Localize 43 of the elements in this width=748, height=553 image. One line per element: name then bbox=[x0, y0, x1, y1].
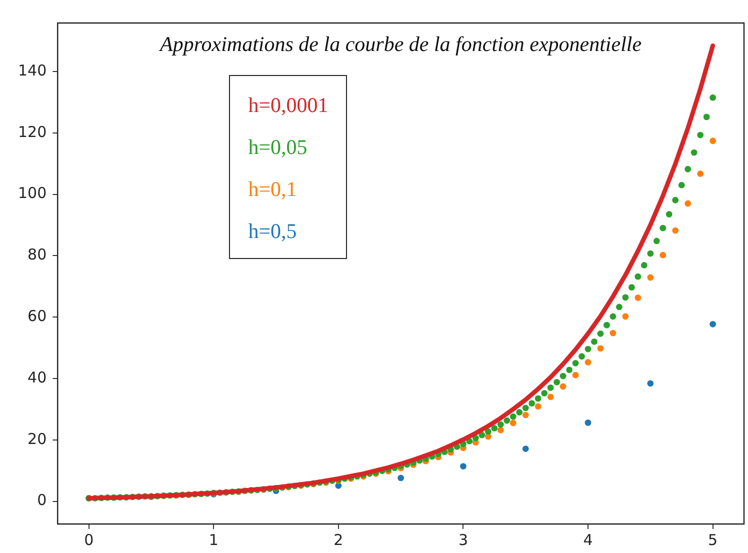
text: h=0,0001 bbox=[248, 92, 328, 119]
point bbox=[684, 200, 692, 207]
point bbox=[647, 274, 654, 281]
y-tick-label: 40 bbox=[28, 368, 47, 386]
y-tick-label: 140 bbox=[18, 61, 47, 80]
point bbox=[522, 446, 529, 452]
text: h=0,1 bbox=[248, 176, 298, 203]
point bbox=[497, 426, 504, 434]
y-tick-label: 100 bbox=[18, 184, 47, 202]
y-tick-label: 120 bbox=[18, 122, 47, 141]
point bbox=[460, 463, 466, 470]
y-tick-label: 20 bbox=[28, 430, 47, 448]
point bbox=[522, 412, 529, 418]
point bbox=[534, 403, 542, 410]
point bbox=[572, 372, 579, 378]
point bbox=[672, 227, 679, 234]
point bbox=[634, 294, 642, 301]
x-tick-label: 4 bbox=[583, 530, 593, 549]
point bbox=[597, 345, 604, 352]
y-tick-label: 0 bbox=[37, 491, 47, 510]
x-tick-label: 0 bbox=[84, 530, 94, 549]
x-tick-label: 3 bbox=[458, 530, 468, 549]
point bbox=[584, 419, 592, 426]
point bbox=[510, 420, 516, 426]
point bbox=[697, 170, 704, 177]
point bbox=[660, 252, 666, 258]
x-tick-label: 1 bbox=[208, 530, 218, 549]
point bbox=[398, 474, 404, 482]
point bbox=[710, 320, 716, 328]
text: h=0,05 bbox=[248, 134, 308, 161]
y-tick-label: 60 bbox=[28, 306, 47, 325]
point bbox=[584, 359, 592, 366]
text: Approximations de la courbe de la fonction exponentielle bbox=[158, 32, 642, 56]
text: h=0,5 bbox=[248, 218, 298, 245]
point bbox=[560, 383, 566, 390]
point bbox=[710, 138, 716, 144]
x-tick-label: 2 bbox=[334, 530, 344, 549]
point bbox=[610, 330, 616, 336]
x-tick-label: 5 bbox=[708, 530, 718, 549]
point bbox=[647, 380, 654, 387]
y-tick-label: 80 bbox=[28, 246, 47, 264]
point bbox=[547, 394, 554, 400]
point bbox=[622, 313, 629, 320]
